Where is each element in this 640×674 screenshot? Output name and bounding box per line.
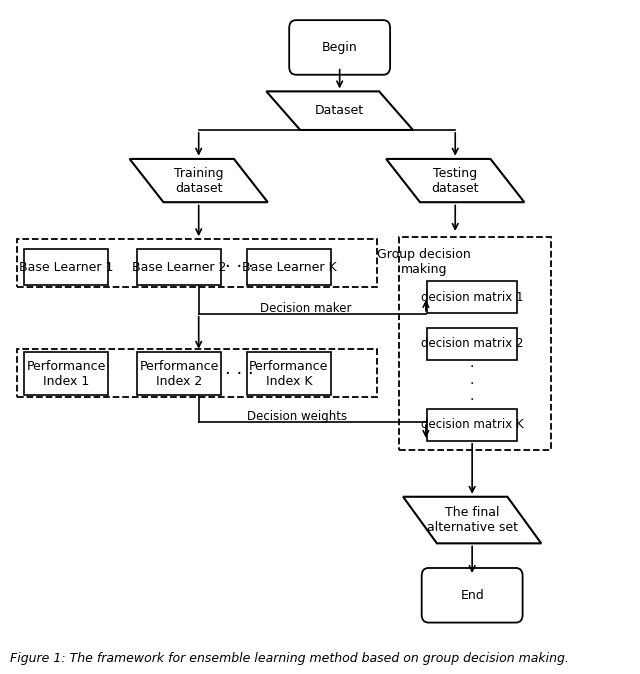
Bar (427, 328, 517, 360)
Text: Base Learner 1: Base Learner 1 (19, 261, 113, 274)
Bar (137, 249, 221, 285)
Text: · · ·: · · · (225, 258, 254, 276)
Bar (17, 349, 378, 397)
Text: Dataset: Dataset (315, 104, 364, 117)
Text: Performance
Index K: Performance Index K (249, 360, 328, 388)
Bar (246, 249, 331, 285)
Text: End: End (460, 589, 484, 602)
Text: Testing
dataset: Testing dataset (431, 166, 479, 195)
Bar (399, 237, 551, 450)
Bar (427, 409, 517, 441)
Text: Group decision
making: Group decision making (378, 249, 471, 276)
Text: Base Learner 2: Base Learner 2 (132, 261, 226, 274)
Bar (427, 281, 517, 313)
Text: Decision weights: Decision weights (247, 410, 348, 423)
FancyBboxPatch shape (289, 20, 390, 75)
Bar (24, 249, 108, 285)
Bar (24, 352, 108, 395)
Text: Performance
Index 2: Performance Index 2 (140, 360, 219, 388)
Text: Decision maker: Decision maker (260, 302, 351, 315)
Text: ·
·
·: · · · (470, 361, 474, 407)
Polygon shape (386, 159, 524, 202)
Bar (246, 352, 331, 395)
Text: decision matrix 1: decision matrix 1 (421, 290, 524, 303)
Polygon shape (403, 497, 541, 543)
Polygon shape (130, 159, 268, 202)
Bar (137, 352, 221, 395)
Bar (17, 239, 378, 287)
Text: · · ·: · · · (225, 365, 254, 383)
Text: decision matrix 2: decision matrix 2 (421, 337, 524, 350)
Text: Training
dataset: Training dataset (174, 166, 223, 195)
Text: Base Learner K: Base Learner K (241, 261, 336, 274)
Text: Performance
Index 1: Performance Index 1 (26, 360, 106, 388)
FancyBboxPatch shape (422, 568, 523, 623)
Text: Figure 1: The framework for ensemble learning method based on group decision mak: Figure 1: The framework for ensemble lea… (10, 652, 569, 665)
Polygon shape (266, 92, 413, 130)
Text: decision matrix K: decision matrix K (421, 419, 524, 431)
Text: The final
alternative set: The final alternative set (427, 506, 518, 534)
Text: Begin: Begin (322, 41, 358, 54)
